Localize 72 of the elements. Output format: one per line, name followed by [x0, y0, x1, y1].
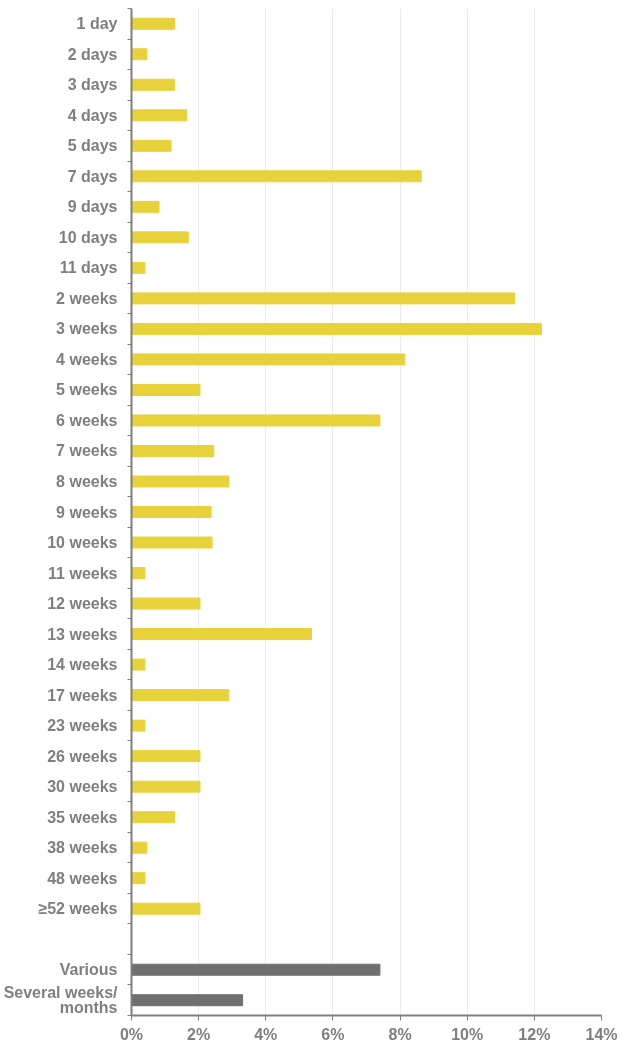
y-tick-label: 10 weeks: [47, 534, 118, 552]
x-tick-label: 10%: [451, 1025, 484, 1043]
y-tick-label: 3 days: [67, 76, 118, 94]
bar: [131, 170, 422, 183]
y-tick-label: 9 days: [67, 198, 118, 216]
bar: [131, 658, 146, 671]
bar: [131, 261, 146, 274]
y-tick-label: 48 weeks: [47, 869, 118, 887]
y-tick-label: 23 weeks: [47, 717, 118, 735]
bar: [131, 872, 146, 885]
y-tick-label: 5 days: [67, 137, 118, 155]
bar: [131, 567, 146, 580]
bar: [131, 963, 381, 976]
x-tick-label: 12%: [518, 1025, 551, 1043]
bar: [131, 231, 189, 244]
bar: [131, 444, 215, 457]
y-tick-label: 13 weeks: [47, 625, 118, 643]
bar: [131, 780, 201, 793]
y-tick-label: 11 days: [59, 259, 118, 277]
y-tick-label: 12 weeks: [47, 595, 118, 613]
bar: [131, 475, 230, 488]
y-tick-label: 2 days: [67, 45, 118, 63]
bar: [131, 902, 201, 915]
y-tick-label: 4 days: [67, 106, 118, 124]
y-tick-label: Several weeks/ months: [3, 984, 119, 1017]
bar: [131, 841, 148, 854]
y-tick-label: 30 weeks: [47, 778, 118, 796]
bar: [131, 109, 188, 122]
y-tick-label: 9 weeks: [56, 503, 118, 521]
bar: [131, 200, 160, 213]
bar: [131, 78, 175, 91]
bar: [131, 689, 230, 702]
y-tick-label: 1 day: [76, 15, 118, 33]
y-tick-label: 2 weeks: [56, 289, 118, 307]
y-tick-label: 3 weeks: [56, 320, 118, 338]
bar: [131, 353, 406, 366]
y-tick-label: 35 weeks: [47, 808, 118, 826]
bar: [131, 750, 201, 763]
y-tick-label: Various: [59, 961, 118, 979]
y-tick-label: 6 weeks: [56, 411, 118, 429]
bar: [131, 292, 516, 305]
y-tick-label: 17 weeks: [47, 686, 118, 704]
x-tick-label: 8%: [388, 1025, 412, 1043]
bar: [131, 719, 146, 732]
bar: [131, 811, 175, 824]
y-tick-label: 11 weeks: [48, 564, 118, 582]
y-tick-label: 14 weeks: [47, 656, 118, 674]
x-tick-label: 14%: [585, 1025, 618, 1043]
y-tick-label: 38 weeks: [47, 839, 118, 857]
bar: [131, 383, 201, 396]
y-tick-label: 7 days: [67, 167, 118, 185]
bar: [131, 597, 201, 610]
x-tick-label: 6%: [321, 1025, 345, 1043]
bar: [131, 414, 381, 427]
bar: [131, 17, 175, 30]
x-tick-label: 2%: [187, 1025, 211, 1043]
bar: [131, 139, 172, 152]
y-tick-label: 7 weeks: [56, 442, 118, 460]
bar: [131, 536, 213, 549]
y-tick-label: 10 days: [58, 228, 118, 246]
y-tick-label: 26 weeks: [47, 747, 118, 765]
y-tick-label: 8 weeks: [56, 472, 118, 490]
bar: [131, 48, 148, 61]
x-tick-label: 4%: [254, 1025, 278, 1043]
y-tick-label: ≥52 weeks: [38, 900, 118, 918]
bar: [131, 322, 542, 335]
y-tick-label: 4 weeks: [56, 350, 118, 368]
x-tick-label: 0%: [119, 1025, 144, 1043]
bar: [131, 994, 244, 1007]
y-tick-label: 5 weeks: [56, 381, 118, 399]
bar: [131, 506, 212, 518]
bar: [131, 628, 312, 641]
